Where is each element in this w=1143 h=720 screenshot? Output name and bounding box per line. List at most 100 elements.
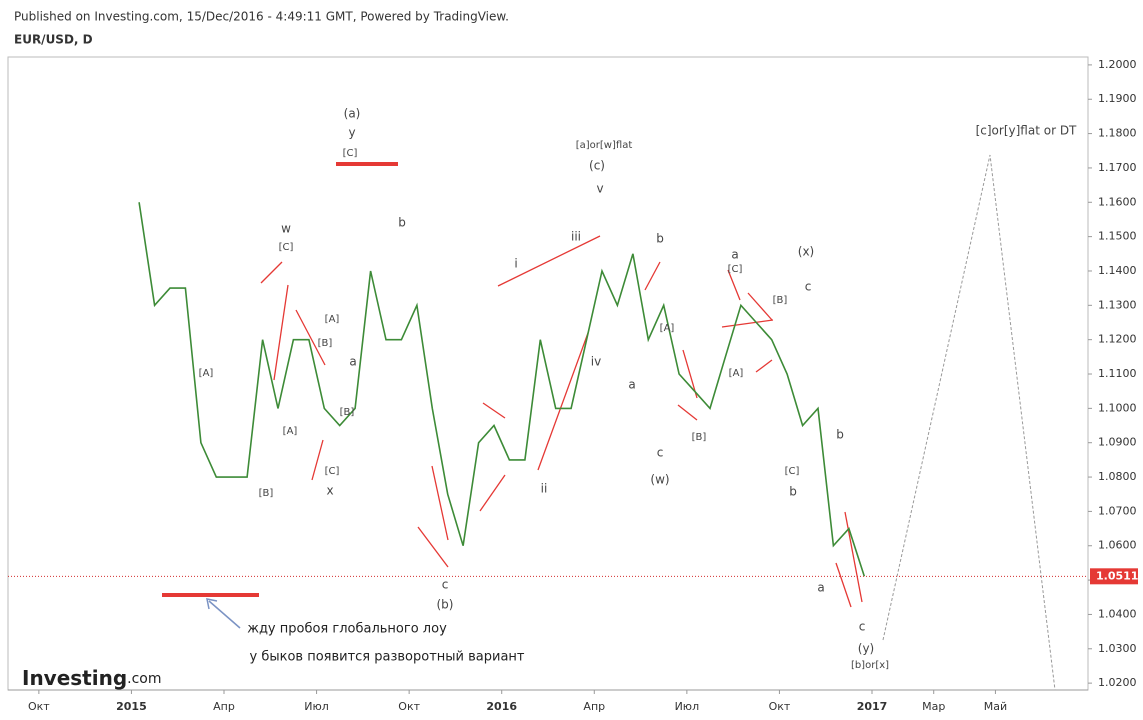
wave-annotation: (w) xyxy=(650,473,669,487)
wave-annotation: жду пробоя глобального лоу xyxy=(247,622,447,637)
x-tick-label: Окт xyxy=(398,700,420,713)
wave-annotation: b xyxy=(789,485,797,499)
wave-annotation: [B] xyxy=(773,295,788,306)
wave-annotation: c xyxy=(442,578,449,592)
trend-line xyxy=(273,284,289,381)
wave-annotation: [a]or[w]flat xyxy=(576,140,633,151)
wave-annotation: b xyxy=(656,232,664,246)
wave-annotation: ii xyxy=(541,482,548,496)
x-tick-label: Июл xyxy=(304,700,329,713)
y-tick-label: 1.2000 xyxy=(1098,58,1137,71)
wave-annotation: [A] xyxy=(660,323,675,334)
wave-annotation: [b]or[x] xyxy=(851,660,889,671)
y-tick-label: 1.1700 xyxy=(1098,161,1137,174)
wave-annotation: a xyxy=(731,248,738,262)
trend-line xyxy=(431,465,449,541)
trend-line xyxy=(417,526,449,568)
wave-annotation: [B] xyxy=(340,407,355,418)
x-tick-label: Окт xyxy=(769,700,791,713)
wave-annotation: (b) xyxy=(437,598,454,612)
trend-line xyxy=(479,474,506,512)
wave-annotation: [C] xyxy=(785,466,800,477)
wave-annotation: [c]or[y]flat or DT xyxy=(976,124,1077,138)
wave-annotation: c xyxy=(657,446,664,460)
wave-annotation: a xyxy=(817,581,824,595)
x-tick-label: Июл xyxy=(675,700,700,713)
wave-annotation: [A] xyxy=(729,368,744,379)
wave-annotation: iv xyxy=(591,355,601,369)
wave-annotation: i xyxy=(514,257,517,271)
wave-annotation: (y) xyxy=(858,642,874,656)
trend-line xyxy=(260,261,283,284)
wave-annotation: [C] xyxy=(343,148,358,159)
y-tick-label: 1.1500 xyxy=(1098,230,1137,243)
symbol: EUR/USD, D xyxy=(14,33,93,47)
wave-annotation: w xyxy=(281,222,291,236)
y-tick-label: 1.0200 xyxy=(1098,676,1137,689)
x-tick-label: Мар xyxy=(922,700,945,713)
wave-annotation: [B] xyxy=(692,432,707,443)
wave-annotation: у быков появится разворотный вариант xyxy=(250,650,525,665)
y-tick-label: 1.1300 xyxy=(1098,298,1137,311)
wave-annotation: [B] xyxy=(318,338,333,349)
trend-line xyxy=(482,402,506,419)
trend-line xyxy=(844,511,863,603)
wave-annotation: [A] xyxy=(199,368,214,379)
y-tick-label: 1.1000 xyxy=(1098,401,1137,414)
x-tick-label: Апр xyxy=(213,700,235,713)
wave-annotation: c xyxy=(805,280,812,294)
trend-line xyxy=(721,319,774,328)
arrow-head xyxy=(206,598,218,610)
wave-annotation: (a) xyxy=(344,107,361,121)
y-tick-label: 1.1800 xyxy=(1098,127,1137,140)
y-tick-label: 1.0800 xyxy=(1098,470,1137,483)
y-tick-label: 1.0300 xyxy=(1098,642,1137,655)
arrow xyxy=(208,600,241,629)
logo: Investing.com xyxy=(22,666,162,690)
drawings xyxy=(162,154,1056,691)
trend-line xyxy=(677,404,698,421)
trend-line xyxy=(497,235,601,287)
y-tick-label: 1.1200 xyxy=(1098,333,1137,346)
wave-annotation: y xyxy=(348,126,355,140)
wave-annotation: c xyxy=(859,620,866,634)
y-tick-label: 1.0400 xyxy=(1098,607,1137,620)
trend-line xyxy=(835,562,852,608)
y-tick-label: 1.0700 xyxy=(1098,504,1137,517)
published-line: Published on Investing.com, 15/Dec/2016 … xyxy=(14,10,509,24)
wave-annotation: b xyxy=(836,428,844,442)
wave-annotation: [B] xyxy=(259,488,274,499)
x-tick-label: 2015 xyxy=(116,700,147,713)
wave-annotation: [C] xyxy=(325,466,340,477)
trend-line xyxy=(682,349,698,399)
wave-annotation: x xyxy=(326,484,333,498)
last-price-box xyxy=(1090,568,1138,585)
wave-annotation: [A] xyxy=(325,314,340,325)
trend-line xyxy=(755,359,773,373)
wave-annotation: v xyxy=(596,182,603,196)
forecast-path xyxy=(882,154,1056,691)
y-tick-label: 1.1400 xyxy=(1098,264,1137,277)
wave-annotation: [A] xyxy=(283,426,298,437)
y-tick-label: 1.1100 xyxy=(1098,367,1137,380)
y-tick-label: 1.1600 xyxy=(1098,195,1137,208)
wave-annotation: [C] xyxy=(728,264,743,275)
y-tick-label: 1.0900 xyxy=(1098,436,1137,449)
wave-annotation: [C] xyxy=(279,242,294,253)
trend-line xyxy=(727,269,741,301)
wave-annotation: (c) xyxy=(589,159,605,173)
y-tick-label: 1.1900 xyxy=(1098,92,1137,105)
x-tick-label: Апр xyxy=(583,700,605,713)
wave-annotation: a xyxy=(628,378,635,392)
y-tick-label: 1.0600 xyxy=(1098,539,1137,552)
wave-annotation: a xyxy=(349,355,356,369)
wave-annotation: iii xyxy=(571,230,581,244)
price-line xyxy=(138,202,866,577)
wave-annotation: (x) xyxy=(798,245,814,259)
x-tick-label: Окт xyxy=(28,700,50,713)
wave-annotation: b xyxy=(398,216,406,230)
x-tick-label: 2016 xyxy=(486,700,517,713)
trend-line xyxy=(295,309,326,366)
trend-line xyxy=(747,292,773,321)
